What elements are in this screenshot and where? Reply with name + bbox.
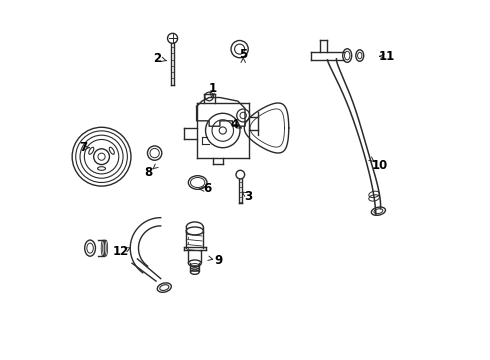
Text: 8: 8	[144, 166, 152, 179]
Text: 12: 12	[113, 245, 129, 258]
Text: 11: 11	[379, 50, 395, 63]
Text: 5: 5	[239, 48, 247, 61]
Text: 9: 9	[214, 254, 222, 267]
Text: 10: 10	[371, 159, 388, 172]
Text: 7: 7	[79, 141, 87, 154]
Text: 4: 4	[230, 118, 238, 131]
Text: 3: 3	[245, 190, 253, 203]
Text: 6: 6	[203, 183, 212, 195]
Text: 1: 1	[209, 82, 217, 95]
Text: 2: 2	[153, 51, 161, 64]
